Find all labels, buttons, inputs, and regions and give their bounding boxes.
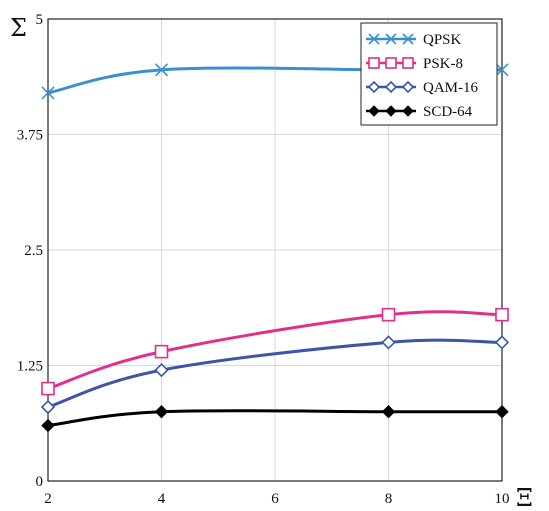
data-point	[154, 63, 169, 77]
data-point	[154, 362, 169, 378]
data-point	[368, 57, 380, 69]
data-point	[367, 80, 381, 94]
series-qam-16	[40, 335, 510, 415]
data-point	[368, 105, 380, 117]
series-scd-64	[41, 404, 509, 433]
data-point	[402, 57, 414, 69]
x-tick-label: 2	[44, 491, 52, 507]
legend-item: SCD-64	[366, 104, 473, 120]
legend-item: QAM-16	[366, 80, 478, 96]
data-point	[384, 80, 398, 94]
data-point	[41, 418, 55, 433]
data-point	[381, 307, 396, 322]
x-tick-label: 4	[158, 491, 166, 507]
data-point	[41, 381, 55, 396]
data-point	[368, 33, 380, 45]
legend-item: QPSK	[366, 32, 462, 48]
plot-area	[47, 18, 503, 482]
data-point	[154, 404, 169, 419]
x-tick-label: 6	[271, 491, 279, 507]
legend-item: PSK-8	[366, 56, 463, 72]
series-line	[47, 338, 503, 409]
legend-label: SCD-64	[423, 104, 473, 120]
x-axis-label: Ξ	[516, 484, 533, 511]
data-point	[41, 86, 55, 100]
data-point	[40, 399, 56, 415]
y-tick-label: 0	[36, 474, 44, 490]
tick-labels: 2 4 6 8 10 0 1.25 2.5 3.75 5	[17, 12, 510, 507]
legend: QPSK PSK-8 QAM-16 SCD-64	[360, 22, 498, 126]
x-tick-label: 10	[495, 491, 510, 507]
series-psk-8	[41, 307, 509, 396]
data-point	[402, 33, 414, 45]
series-line	[47, 310, 503, 391]
x-tick-label: 8	[385, 491, 393, 507]
y-tick-label: 2.5	[24, 243, 43, 259]
data-point	[402, 105, 414, 117]
legend-label: QAM-16	[423, 80, 478, 96]
series-group	[40, 63, 510, 433]
data-point	[401, 80, 415, 94]
data-point	[494, 335, 510, 350]
data-point	[381, 404, 396, 419]
data-point	[385, 105, 397, 117]
y-tick-label: 5	[36, 12, 44, 28]
data-point	[381, 335, 396, 350]
data-point	[495, 307, 509, 322]
y-axis-label: Σ	[10, 14, 27, 42]
data-point	[495, 63, 509, 77]
legend-label: PSK-8	[423, 56, 463, 72]
data-point	[385, 57, 397, 69]
legend-label: QPSK	[423, 32, 462, 48]
data-point	[495, 404, 509, 419]
y-tick-label: 1.25	[17, 359, 43, 375]
data-point	[385, 33, 397, 45]
y-tick-label: 3.75	[17, 128, 43, 144]
series-line	[47, 409, 502, 428]
data-point	[154, 344, 169, 359]
